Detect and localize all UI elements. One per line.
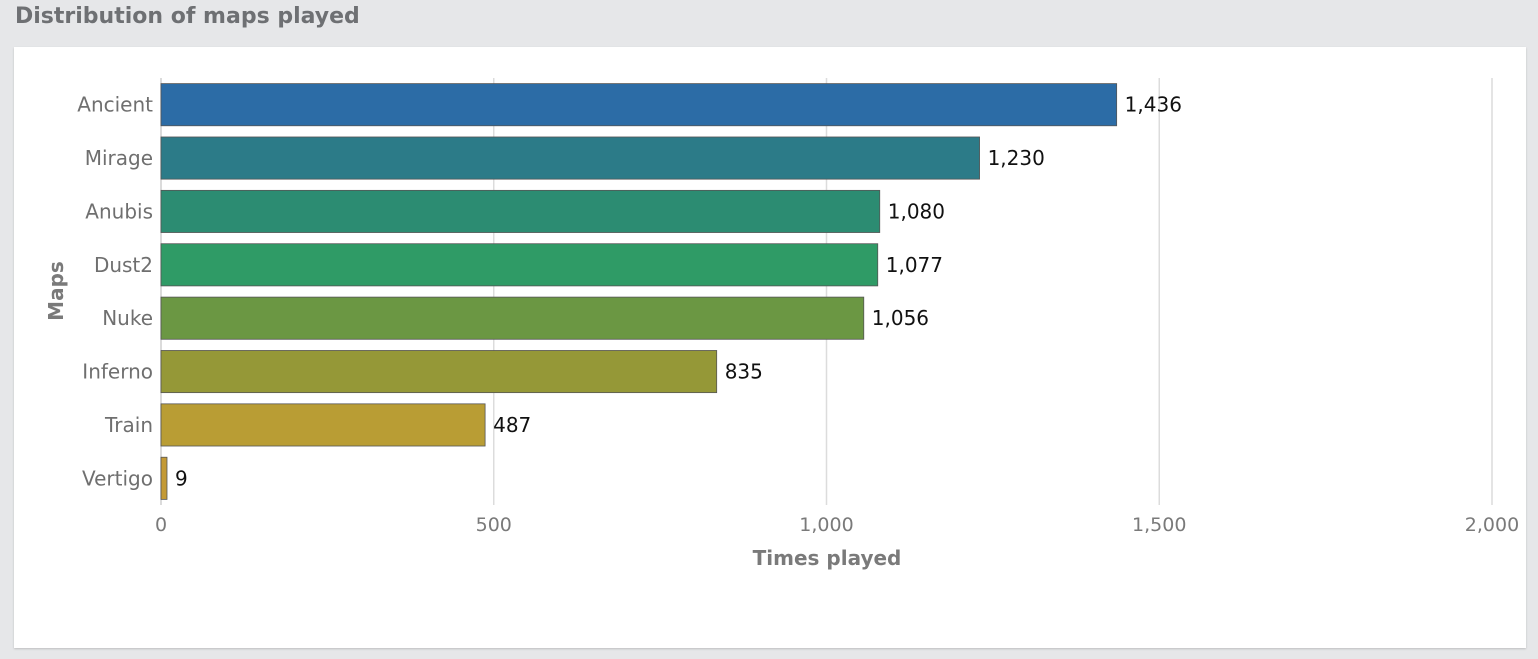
bar-mirage [160, 136, 980, 180]
data-label-inferno: 835 [725, 360, 763, 384]
x-axis-title: Times played [753, 546, 902, 570]
y-tick-label-vertigo: Vertigo [82, 466, 153, 490]
bars [160, 83, 1118, 500]
x-tick-label: 2,000 [1465, 514, 1519, 536]
y-tick-label-ancient: Ancient [77, 93, 153, 117]
bar-train [160, 403, 486, 447]
y-tick-label-inferno: Inferno [82, 360, 153, 384]
x-tick-labels: 0 500 1,000 1,500 2,000 [155, 514, 1519, 536]
y-tick-label-dust2: Dust2 [94, 253, 153, 277]
y-tick-label-mirage: Mirage [85, 146, 153, 170]
y-tick-label-nuke: Nuke [102, 306, 153, 330]
data-label-dust2: 1,077 [886, 253, 943, 277]
y-tick-label-anubis: Anubis [85, 199, 153, 223]
bar-nuke [160, 296, 865, 340]
x-tick-label: 500 [476, 514, 512, 536]
bar-vertigo [160, 456, 168, 500]
data-label-vertigo: 9 [175, 466, 188, 490]
y-tick-labels: Ancient Mirage Anubis Dust2 Nuke Inferno Train… [77, 93, 153, 491]
data-label-nuke: 1,056 [872, 306, 929, 330]
widget-title: Distribution of maps played [15, 4, 360, 29]
bar-dust2 [160, 243, 879, 287]
data-label-ancient: 1,436 [1125, 93, 1182, 117]
x-tick-label: 1,500 [1132, 514, 1186, 536]
x-tick-label: 1,000 [799, 514, 853, 536]
bar-inferno [160, 350, 718, 394]
data-label-anubis: 1,080 [888, 199, 945, 223]
data-labels: 1,436 1,230 1,080 1,077 1,056 835 487 9 [175, 93, 1182, 491]
data-label-mirage: 1,230 [988, 146, 1045, 170]
x-tick-label: 0 [155, 514, 167, 536]
bar-anubis [160, 189, 881, 233]
data-label-train: 487 [493, 413, 531, 437]
y-axis-title: Maps [44, 261, 68, 321]
y-tick-label-train: Train [104, 413, 153, 437]
bar-ancient [160, 83, 1118, 127]
